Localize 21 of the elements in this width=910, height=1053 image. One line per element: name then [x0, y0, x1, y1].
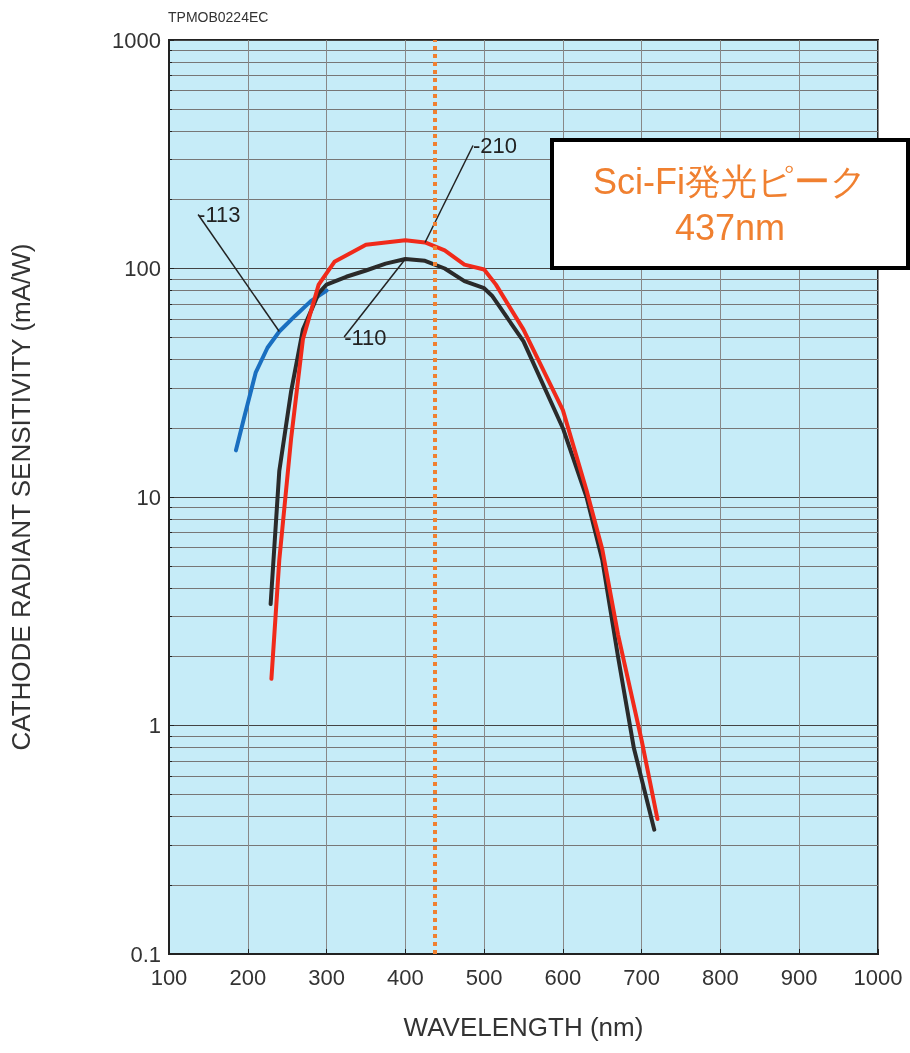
x-tick-label: 300 [308, 964, 345, 990]
y-axis-title: CATHODE RADIANT SENSITIVITY (mA/W) [6, 243, 36, 751]
y-tick-label: 100 [124, 256, 161, 281]
text: TPMOB0224EC [168, 9, 269, 25]
line-series [233, 288, 329, 453]
y-tick-label: 1000 [112, 27, 161, 53]
x-axis-title: WAVELENGTH (nm) [403, 1012, 644, 1042]
y-tick-label: 10 [136, 484, 161, 510]
x-tick-label: 900 [780, 964, 818, 990]
text: -113 [198, 202, 241, 227]
text: -210 [473, 132, 518, 158]
y-tick-label: 1 [148, 713, 161, 738]
x-tick-label: 700 [623, 964, 661, 990]
y-tick-label: 0.1 [130, 941, 161, 967]
x-tick-label: 1000 [853, 964, 903, 990]
x-tick-label: 200 [229, 964, 267, 990]
x-tick-label: 600 [544, 964, 582, 990]
x-tick-label: 500 [465, 964, 503, 990]
x-tick-label: 800 [702, 964, 739, 990]
x-tick-label: 400 [386, 964, 424, 990]
ref-line-label: Sci-Fi発光ピーク 437nm [593, 160, 867, 248]
